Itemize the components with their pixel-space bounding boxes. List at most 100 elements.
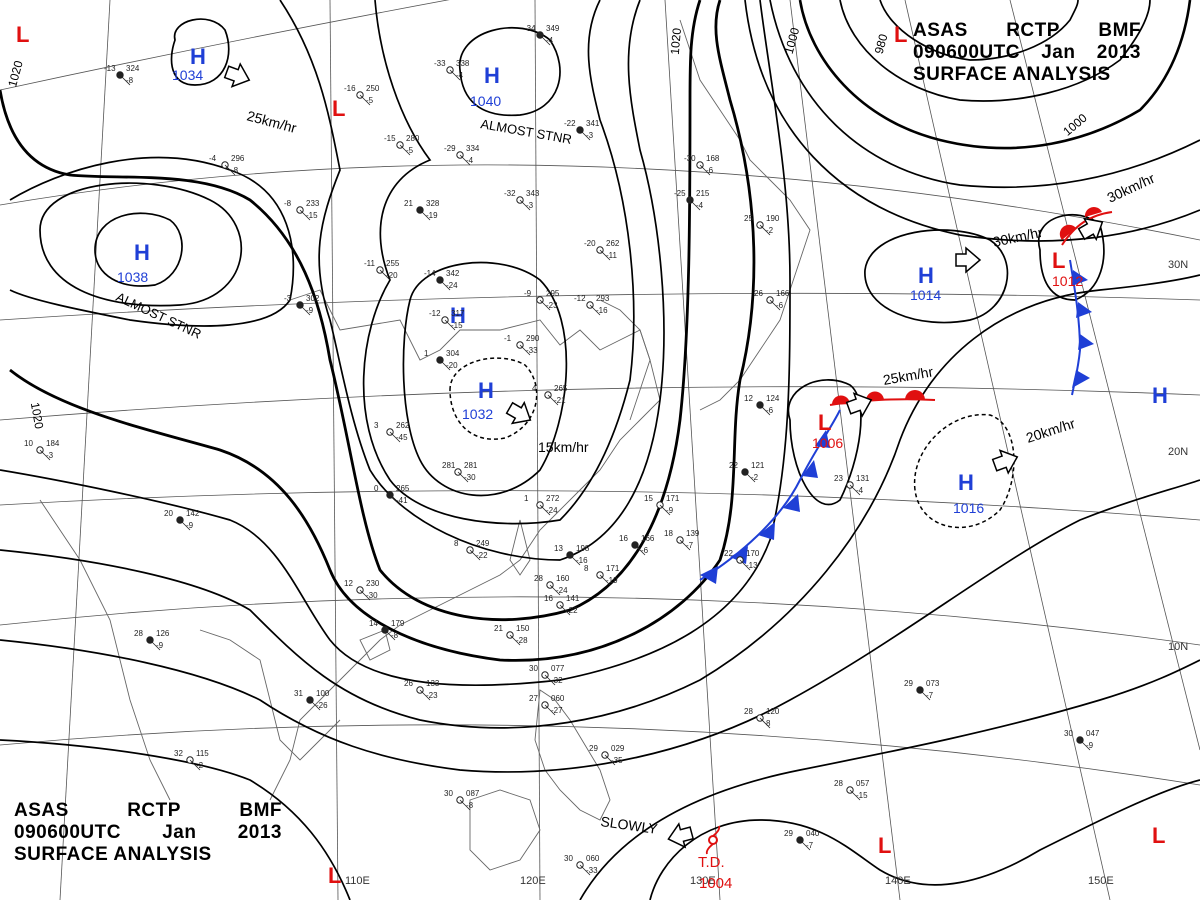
wind-barb-icon	[759, 224, 771, 236]
isobar-1008-ne	[744, 0, 1200, 242]
station-temp: 1	[424, 349, 429, 358]
station-pressure: 281	[464, 461, 478, 470]
isobar-992	[839, 0, 1151, 102]
high-letter: H	[918, 263, 934, 288]
warm-front-semicircle	[865, 391, 884, 401]
station-temp: 16	[544, 594, 553, 603]
wind-barb-icon	[149, 639, 161, 651]
meridian-120e	[534, 0, 541, 900]
code-label: BMF	[1098, 20, 1141, 41]
isobar-1012	[0, 739, 351, 900]
station-temp: -12	[574, 294, 586, 303]
station-plot: 27 060 -27	[529, 694, 565, 716]
station-temp: 21	[494, 624, 503, 633]
station-pressure: 087	[466, 789, 480, 798]
wind-barb-icon	[459, 154, 471, 166]
station-dewpoint: -26	[316, 701, 328, 710]
coastlines	[39, 19, 811, 871]
meridian-100e	[59, 0, 111, 900]
station-pressure: 342	[446, 269, 460, 278]
station-temp: 10	[24, 439, 33, 448]
title-block-bottom-left: ASAS RCTP BMF 090600UTC Jan 2013 SURFACE…	[14, 800, 282, 866]
station-pressure: 250	[366, 84, 380, 93]
station-dewpoint: -32	[551, 676, 563, 685]
wind-barb-icon	[699, 164, 711, 176]
wind-barb-icon	[599, 249, 611, 261]
wind-barb-icon	[224, 164, 236, 176]
station-label: RCTP	[1006, 20, 1060, 41]
station-temp: 12	[744, 394, 753, 403]
wind-barb-icon	[659, 504, 671, 516]
motion-text-1012: 30km/hr	[1105, 170, 1158, 206]
wind-barb-icon	[444, 319, 456, 331]
station-dewpoint: -3	[586, 131, 594, 140]
station-dewpoint: -2	[196, 761, 204, 770]
datetime-label: 090600UTC	[913, 42, 1020, 63]
station-plot: 13 198 -16	[554, 544, 590, 566]
wind-barb-icon	[679, 539, 691, 551]
station-pressure: 184	[46, 439, 60, 448]
station-temp: 22	[729, 461, 738, 470]
station-plot: 8 171 -19	[584, 564, 620, 586]
wind-barb-icon	[569, 554, 581, 566]
station-temp: 0	[374, 484, 379, 493]
station-dewpoint: -4	[456, 71, 464, 80]
station-temp: 30	[564, 854, 573, 863]
station-dewpoint: -41	[396, 496, 408, 505]
station-temp: 22	[724, 549, 733, 558]
low-letter: L	[332, 96, 345, 121]
tropical-depression-icon	[705, 825, 721, 855]
wind-barb-icon	[509, 634, 521, 646]
station-dewpoint: -22	[476, 551, 488, 560]
station-pressure: 295	[546, 289, 560, 298]
station-dewpoint: -24	[556, 586, 568, 595]
arrow-icon	[223, 62, 251, 88]
td-label: T.D.	[698, 854, 725, 871]
station-pressure: 349	[546, 24, 560, 33]
station-temp: 29	[904, 679, 913, 688]
station-temp: 20	[164, 509, 173, 518]
station-dewpoint: -30	[366, 591, 378, 600]
station-plot: 30 087 -8	[444, 789, 480, 811]
station-plot: 28 160 -24	[534, 574, 570, 596]
wind-barb-icon	[384, 629, 396, 641]
station-temp: 26	[404, 679, 413, 688]
parallel-20n	[0, 386, 1200, 421]
station-temp: 26	[754, 289, 763, 298]
station-dewpoint: -35	[611, 756, 623, 765]
wind-barb-icon	[759, 717, 771, 729]
wind-barb-icon	[579, 864, 591, 876]
station-pressure: 040	[806, 829, 820, 838]
station-dewpoint: -11	[606, 251, 618, 260]
station-dewpoint: -6	[641, 546, 649, 555]
motion-arrows	[223, 62, 1104, 849]
wind-barb-icon	[799, 839, 811, 851]
station-pressure: 077	[551, 664, 565, 673]
wind-barb-icon	[547, 394, 559, 406]
isobar-1000	[798, 0, 1192, 150]
station-dewpoint: -23	[546, 301, 558, 310]
isobar-1010	[649, 779, 1200, 900]
wind-barb-icon	[769, 299, 781, 311]
isobar-984	[879, 0, 1079, 61]
wind-barb-icon	[389, 431, 401, 443]
station-temp: 28	[834, 779, 843, 788]
motion-text-1016: 20km/hr	[1024, 415, 1077, 446]
wind-barb-icon	[459, 799, 471, 811]
coast-japan	[679, 19, 811, 411]
low-pressure: 1006	[812, 435, 843, 451]
datetime-label: 090600UTC	[14, 822, 121, 843]
wind-barb-icon	[744, 471, 756, 483]
station-dewpoint: -8	[126, 76, 134, 85]
wind-barb-icon	[439, 359, 451, 371]
station-temp: -4	[209, 154, 217, 163]
cold-front-triangle	[1078, 334, 1094, 350]
station-dewpoint: -15	[451, 321, 463, 330]
station-plot: 0 265 -41	[374, 484, 410, 506]
station-temp: 23	[834, 474, 843, 483]
station-plot: -1 290 -33	[504, 334, 540, 356]
high-letter: H	[1152, 383, 1168, 408]
station-dewpoint: 8	[766, 719, 771, 728]
station-pressure: 343	[526, 189, 540, 198]
